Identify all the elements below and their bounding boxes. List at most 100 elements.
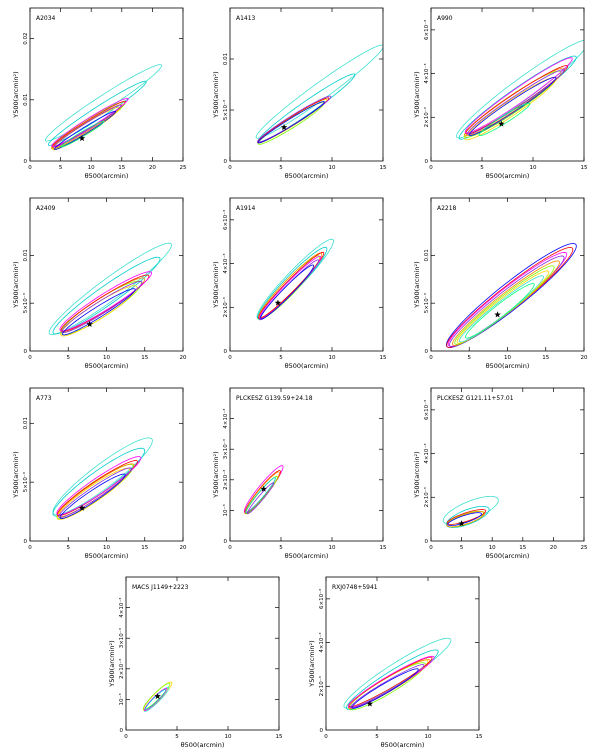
y-axis-label: Y500(arcmin²) [413, 71, 421, 118]
contour-line-4 [144, 689, 167, 710]
panel-6: 0 5 10 15 20 0 5×10⁻³ 0.01 θ500(arcmin) Y500(arcm… [12, 387, 187, 560]
y-axis-label: Y500(arcmin²) [212, 451, 220, 498]
contour-line-1 [47, 80, 147, 146]
x-tick-label: 15 [519, 545, 526, 551]
contour-line-4 [446, 509, 487, 525]
contour-line-5 [60, 274, 150, 332]
contour-line-9 [478, 102, 531, 137]
y-axis-label: Y500(arcmin²) [12, 451, 20, 498]
panel-title: A2409 [36, 205, 56, 212]
contour-line-2 [257, 101, 325, 145]
x-tick-label: 0 [429, 355, 433, 361]
contour-line-7 [53, 104, 122, 148]
contour-line-5 [246, 482, 275, 515]
contour-group [255, 44, 383, 145]
x-tick-label: 15 [581, 165, 588, 171]
panel-title: MACS J1149+2223 [132, 584, 189, 591]
y-tick-label: 0.02 [23, 32, 29, 44]
contour-line-6 [59, 271, 153, 332]
x-tick-label: 15 [276, 734, 283, 740]
panel-1: 0 5 10 15 0 5×10⁻³ 0.01 θ500(arcmin) Y500(arcmin… [212, 7, 387, 180]
contour-line-4 [452, 260, 560, 346]
contour-line-5 [465, 65, 569, 135]
x-axis-label: θ500(arcmin) [486, 172, 530, 180]
x-tick-label: 0 [324, 734, 328, 740]
x-tick-label: 10 [225, 734, 232, 740]
panel-4: 0 5 10 15 0 2×10⁻³ 4×10⁻³ 6×10⁻³ θ500(arcmin) Y50… [212, 197, 387, 370]
panel-title: PLCKESZ G121.11+57.01 [437, 395, 514, 402]
contour-line-0 [445, 243, 577, 348]
best-fit-star [274, 299, 282, 306]
contour-line-3 [143, 687, 168, 711]
y-tick-label: 2×10⁻³ [222, 297, 229, 317]
x-tick-label: 20 [149, 165, 156, 171]
panel-title: A1413 [236, 15, 256, 22]
x-tick-label: 15 [141, 355, 148, 361]
y-tick-label: 2×10⁻³ [423, 107, 430, 127]
x-tick-label: 5 [279, 355, 283, 361]
contour-line-3 [60, 285, 138, 337]
contour-line-8 [465, 283, 535, 339]
best-fit-star [260, 485, 267, 492]
panel-3: 0 5 10 15 20 0 5×10⁻³ 0.01 θ500(arcmin) Y500(arcm… [12, 197, 187, 370]
contour-line-0 [343, 637, 452, 709]
x-axis-label: θ500(arcmin) [85, 552, 129, 560]
x-tick-label: 0 [124, 734, 128, 740]
y-tick-label: 5×10⁻³ [22, 472, 29, 492]
x-tick-label: 25 [581, 545, 588, 551]
y-tick-label-zero: 0 [425, 539, 429, 545]
panel-frame [229, 197, 384, 352]
panel-frame [125, 576, 280, 731]
contour-line-9 [60, 120, 105, 148]
y-tick-label-zero: 0 [425, 349, 429, 355]
contour-line-7 [466, 69, 565, 135]
panel-0: 0 5 10 15 20 25 0 0.01 0.02 θ500(arcmin) Y500(arcm… [12, 7, 187, 180]
contour-group [442, 495, 499, 528]
y-axis-label: Y500(arcmin²) [308, 640, 316, 687]
y-tick-label: 2×10⁻³ [423, 487, 430, 507]
y-axis-label: Y500(arcmin²) [413, 451, 421, 498]
x-tick-label: 10 [329, 545, 336, 551]
contour-line-1 [52, 256, 161, 335]
panel-title: A773 [36, 395, 52, 402]
x-axis-label: θ500(arcmin) [486, 362, 530, 370]
x-tick-label: 10 [88, 165, 95, 171]
contour-group [142, 681, 173, 712]
y-tick-label: 6×10⁻³ [423, 400, 430, 420]
panel-title: A2034 [36, 15, 56, 22]
x-tick-label: 5 [67, 355, 71, 361]
x-tick-label: 15 [476, 734, 483, 740]
y-tick-label: 0.01 [424, 249, 430, 261]
panel-frame [430, 7, 585, 162]
y-tick-label-zero: 0 [24, 159, 28, 165]
x-tick-label: 15 [542, 355, 549, 361]
contour-line-0 [48, 242, 172, 335]
x-tick-label: 10 [329, 165, 336, 171]
panel-frame [325, 576, 480, 731]
y-tick-label: 4×10⁻³ [423, 443, 430, 463]
contour-group [243, 465, 284, 515]
x-tick-label: 5 [279, 165, 283, 171]
x-tick-label: 15 [141, 545, 148, 551]
contour-line-8 [351, 668, 419, 709]
x-tick-label: 5 [375, 734, 379, 740]
contour-line-7 [458, 275, 544, 343]
x-tick-label: 5 [460, 545, 464, 551]
best-fit-star [86, 320, 93, 327]
y-tick-label: 4×10⁻³ [318, 632, 325, 652]
x-tick-label: 10 [425, 734, 432, 740]
contour-line-0 [44, 64, 163, 142]
x-tick-label: 0 [228, 545, 232, 551]
contour-line-6 [56, 456, 142, 516]
y-tick-label: 4×10⁻³ [118, 597, 125, 617]
contour-line-3 [56, 467, 131, 520]
panel-title: RXJ0748+5941 [332, 584, 378, 591]
x-tick-label: 15 [380, 165, 387, 171]
x-axis-label: θ500(arcmin) [285, 552, 329, 560]
x-tick-label: 10 [504, 355, 511, 361]
x-tick-label: 5 [279, 545, 283, 551]
y-axis-label: Y500(arcmin²) [12, 71, 20, 118]
contour-line-5 [259, 256, 322, 320]
x-tick-label: 5 [468, 355, 472, 361]
x-tick-label: 5 [67, 545, 71, 551]
